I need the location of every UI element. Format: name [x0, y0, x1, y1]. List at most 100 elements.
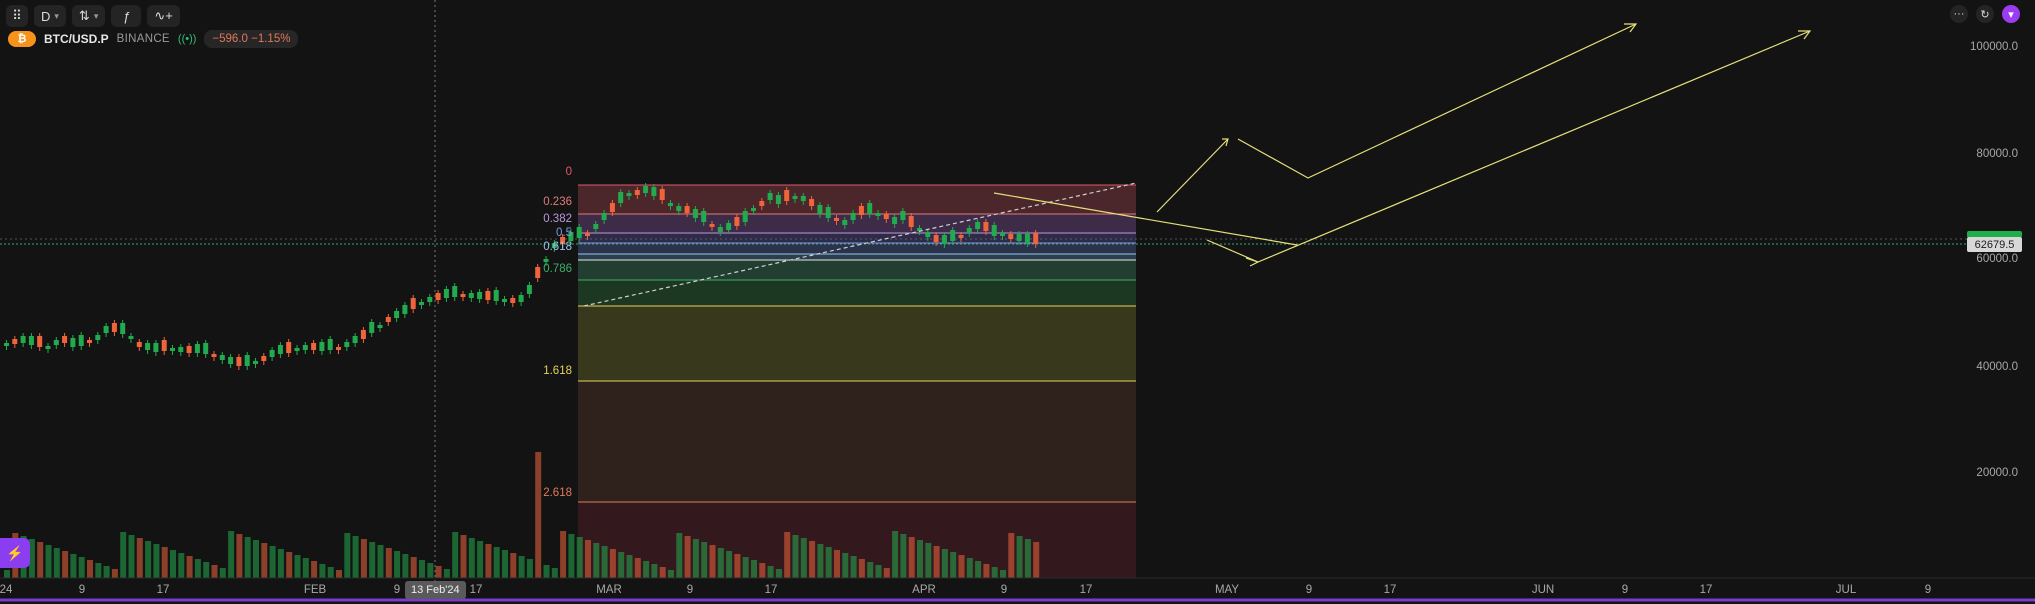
volume-bar — [991, 567, 998, 578]
candle-body — [95, 335, 101, 340]
volume-bar — [1033, 542, 1040, 578]
arrowhead-3 — [1798, 30, 1812, 40]
volume-bar — [518, 556, 525, 578]
volume-bar — [219, 568, 226, 578]
volume-bar — [684, 536, 691, 578]
arrowhead-1 — [1222, 138, 1229, 147]
candle-body — [145, 343, 151, 350]
candle-body — [1016, 234, 1022, 241]
volume-bar — [709, 545, 716, 578]
volume-bar — [908, 537, 915, 578]
chevron-down-icon: ▾ — [93, 10, 99, 21]
function-icon: ƒ — [122, 8, 130, 24]
compare-button[interactable]: ⇅ ▾ — [71, 5, 106, 27]
volume-bar — [717, 548, 724, 578]
candle-body — [394, 311, 400, 318]
profile-icon[interactable]: ▾ — [2002, 5, 2020, 23]
candle-body — [518, 295, 524, 302]
volume-bar — [178, 553, 185, 578]
candle-body — [194, 344, 200, 353]
volume-bar — [502, 550, 508, 578]
fib-zone — [578, 260, 1136, 280]
time-axis-label: JUN — [1532, 584, 1554, 596]
volume-bar — [236, 534, 243, 578]
volume-bar — [53, 548, 60, 578]
candle-body — [253, 361, 258, 364]
volume-bar — [103, 566, 110, 578]
volume-bar — [194, 559, 201, 578]
candle-body — [452, 286, 458, 297]
volume-bar — [975, 561, 982, 578]
candle-body — [161, 340, 167, 351]
candle-body — [568, 232, 574, 241]
alert-button[interactable]: ∿+ — [147, 5, 180, 27]
projection-path-3 — [1206, 30, 1811, 263]
volume-bar — [966, 558, 973, 578]
volume-bar — [726, 551, 733, 578]
projection-path-2 — [1237, 23, 1637, 179]
candle-body — [344, 342, 350, 347]
candle-body — [261, 356, 267, 361]
volume-bar — [576, 537, 583, 578]
candle-body — [643, 186, 649, 193]
price-change-badge: −596.0 −1.15% — [204, 30, 299, 48]
time-axis-label: 17 — [157, 584, 170, 596]
volume-bar — [535, 452, 542, 578]
volume-bar — [294, 555, 301, 578]
candle-body — [784, 190, 790, 201]
candle-body — [327, 339, 333, 350]
candle-body — [228, 357, 234, 364]
arrowhead-2 — [1624, 23, 1638, 33]
volume-bar — [742, 557, 749, 578]
candle-body — [709, 224, 715, 227]
volume-bar — [585, 540, 591, 578]
fib-labels: 0 0.236 0.382 0.5 0.618 0.786 1.618 2.618 — [543, 166, 572, 499]
volume-bar — [659, 567, 666, 578]
refresh-icon[interactable]: ↻ — [1976, 5, 1994, 23]
fib-zone — [578, 502, 1136, 578]
volume-bar — [45, 545, 52, 578]
indicators-button[interactable]: ƒ — [111, 5, 142, 27]
chevron-down-icon: ▾ — [54, 10, 59, 21]
candle-body — [178, 347, 184, 352]
volume-bar — [136, 538, 143, 578]
right-toolbar: ··· ↻ ▾ — [1950, 5, 2020, 23]
volume-bar — [883, 568, 890, 578]
candle-body — [834, 218, 839, 221]
candle-body — [809, 199, 815, 206]
fib-level-label: 0.236 — [543, 196, 572, 208]
volume-bar — [493, 547, 500, 578]
fib-zone — [578, 381, 1136, 502]
lightning-icon[interactable]: ⚡ — [0, 538, 30, 568]
bitcoin-icon[interactable]: ₿ — [8, 31, 36, 47]
candle-body — [377, 325, 383, 328]
volume-bar — [792, 535, 799, 578]
chart-toolbar: ⠿ D ▾ ⇅ ▾ ƒ ∿+ — [6, 5, 180, 27]
candle-body — [593, 224, 599, 229]
candle-body — [402, 305, 408, 314]
volume-bar — [1000, 570, 1006, 578]
candle-body — [236, 357, 242, 366]
more-icon[interactable]: ··· — [1950, 5, 1968, 23]
interval-selector[interactable]: D ▾ — [34, 5, 66, 27]
volume-bar — [319, 564, 326, 578]
volume-bar — [327, 567, 334, 578]
candle-body — [933, 235, 939, 242]
candle-body — [767, 193, 773, 200]
candle-body — [302, 345, 308, 350]
volume-bar — [394, 551, 401, 578]
candle-body — [668, 203, 673, 206]
grid-menu-button[interactable]: ⠿ — [6, 5, 28, 27]
volume-bar — [900, 534, 907, 578]
candle-body — [78, 335, 84, 346]
symbol-name[interactable]: BTC/USD.P — [44, 32, 109, 46]
candle-body — [908, 216, 914, 227]
volume-bar — [825, 547, 832, 578]
candle-body — [717, 227, 723, 232]
candle-body — [1024, 234, 1030, 243]
volume-bar — [651, 564, 658, 578]
candle-body — [560, 237, 566, 244]
projection-arrow-1 — [1156, 138, 1229, 213]
candle-body — [983, 222, 989, 231]
